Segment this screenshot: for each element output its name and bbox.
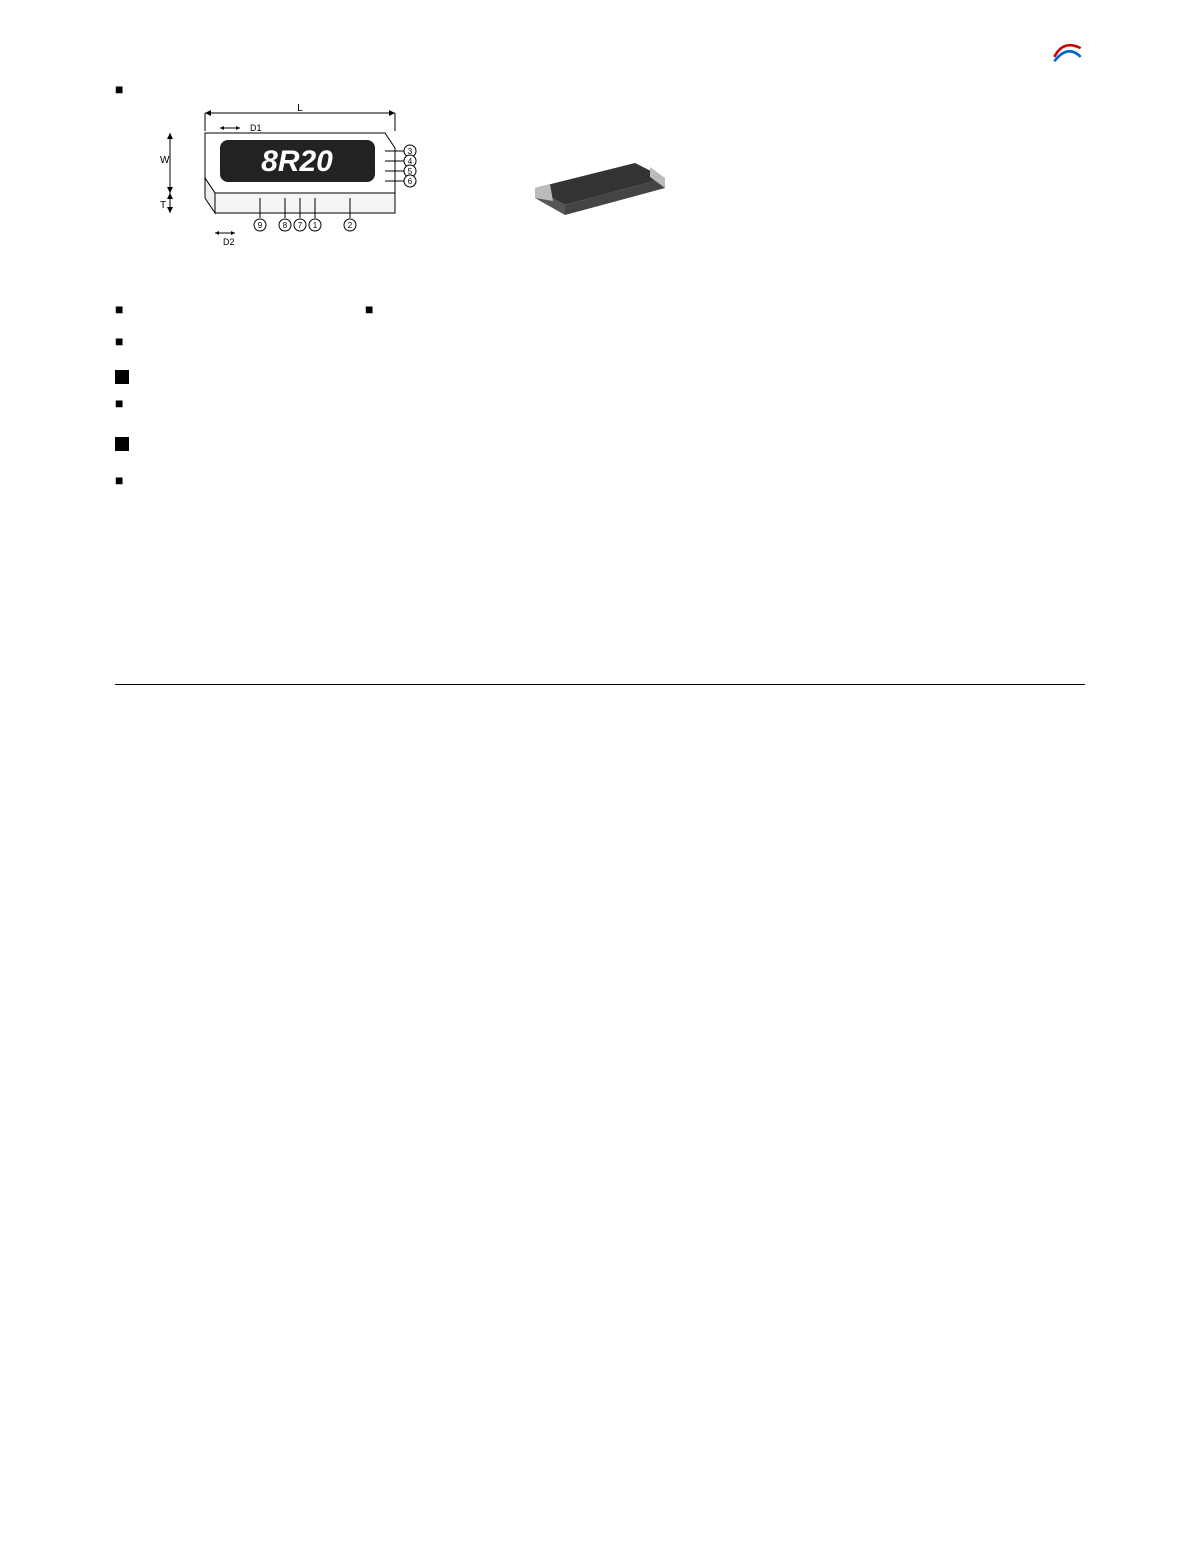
section-construction (115, 81, 1085, 98)
svg-text:2: 2 (348, 221, 353, 230)
derating-chart (165, 464, 515, 664)
construction-diagram: L D1 8R20 W T D2 3 4 5 6 9 8 7 1 2 (135, 103, 435, 263)
logo (1050, 35, 1085, 73)
svg-text:T: T (160, 200, 166, 211)
logo-icon (1050, 35, 1085, 70)
svg-text:D2: D2 (223, 237, 235, 247)
svg-text:1: 1 (313, 221, 318, 230)
svg-text:6: 6 (408, 177, 413, 186)
section-features (115, 301, 335, 318)
footer (115, 684, 1085, 693)
svg-text:9: 9 (258, 221, 263, 230)
black-square-icon (115, 437, 129, 451)
svg-text:D1: D1 (250, 123, 262, 133)
chip-3d-image (515, 143, 675, 223)
svg-text:7: 7 (298, 221, 303, 230)
svg-text:W: W (160, 155, 170, 166)
svg-text:8R20: 8R20 (261, 145, 333, 178)
section-applications (115, 333, 335, 350)
section-derating (115, 472, 125, 489)
svg-text:8: 8 (283, 221, 288, 230)
section-dimensions (365, 301, 375, 318)
section-part-numbering (115, 395, 1085, 412)
black-square-icon (115, 370, 129, 384)
svg-text:L: L (297, 103, 303, 114)
